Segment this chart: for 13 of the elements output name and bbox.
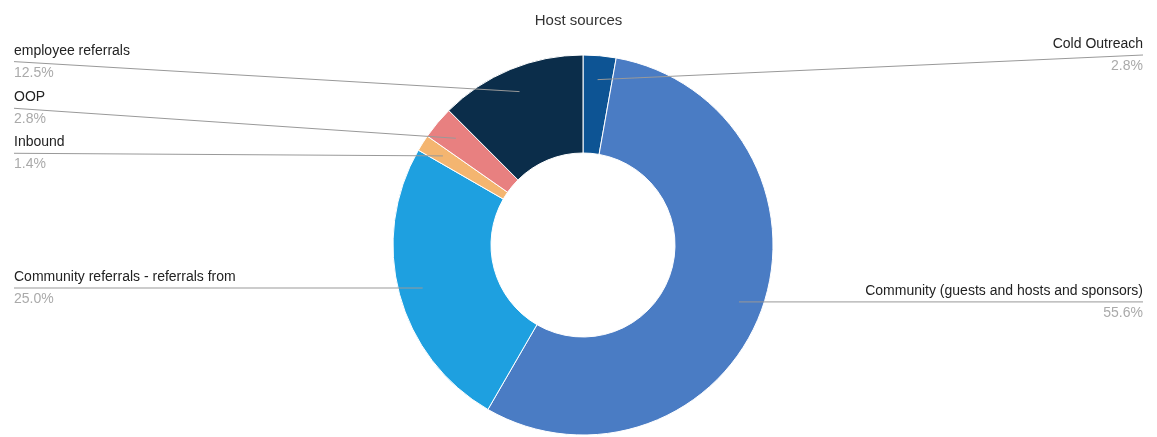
slice-label: Community referrals - referrals from — [14, 268, 236, 285]
data-label: 1.4% — [14, 155, 46, 172]
data-label: 12.5% — [14, 63, 54, 80]
slice-label: Community (guests and hosts and sponsors) — [865, 281, 1143, 298]
data-label: 2.8% — [14, 110, 46, 127]
data-label: 55.6% — [1103, 303, 1143, 320]
data-label: 2.8% — [1111, 57, 1143, 73]
slice-label: employee referrals — [14, 41, 130, 58]
slice-label: OOP — [14, 88, 46, 105]
slice-label: Inbound — [14, 133, 65, 150]
chart-title: Host sources — [534, 11, 623, 28]
data-label: 25.0% — [14, 290, 54, 307]
slice-label: Cold Outreach — [1052, 35, 1143, 51]
